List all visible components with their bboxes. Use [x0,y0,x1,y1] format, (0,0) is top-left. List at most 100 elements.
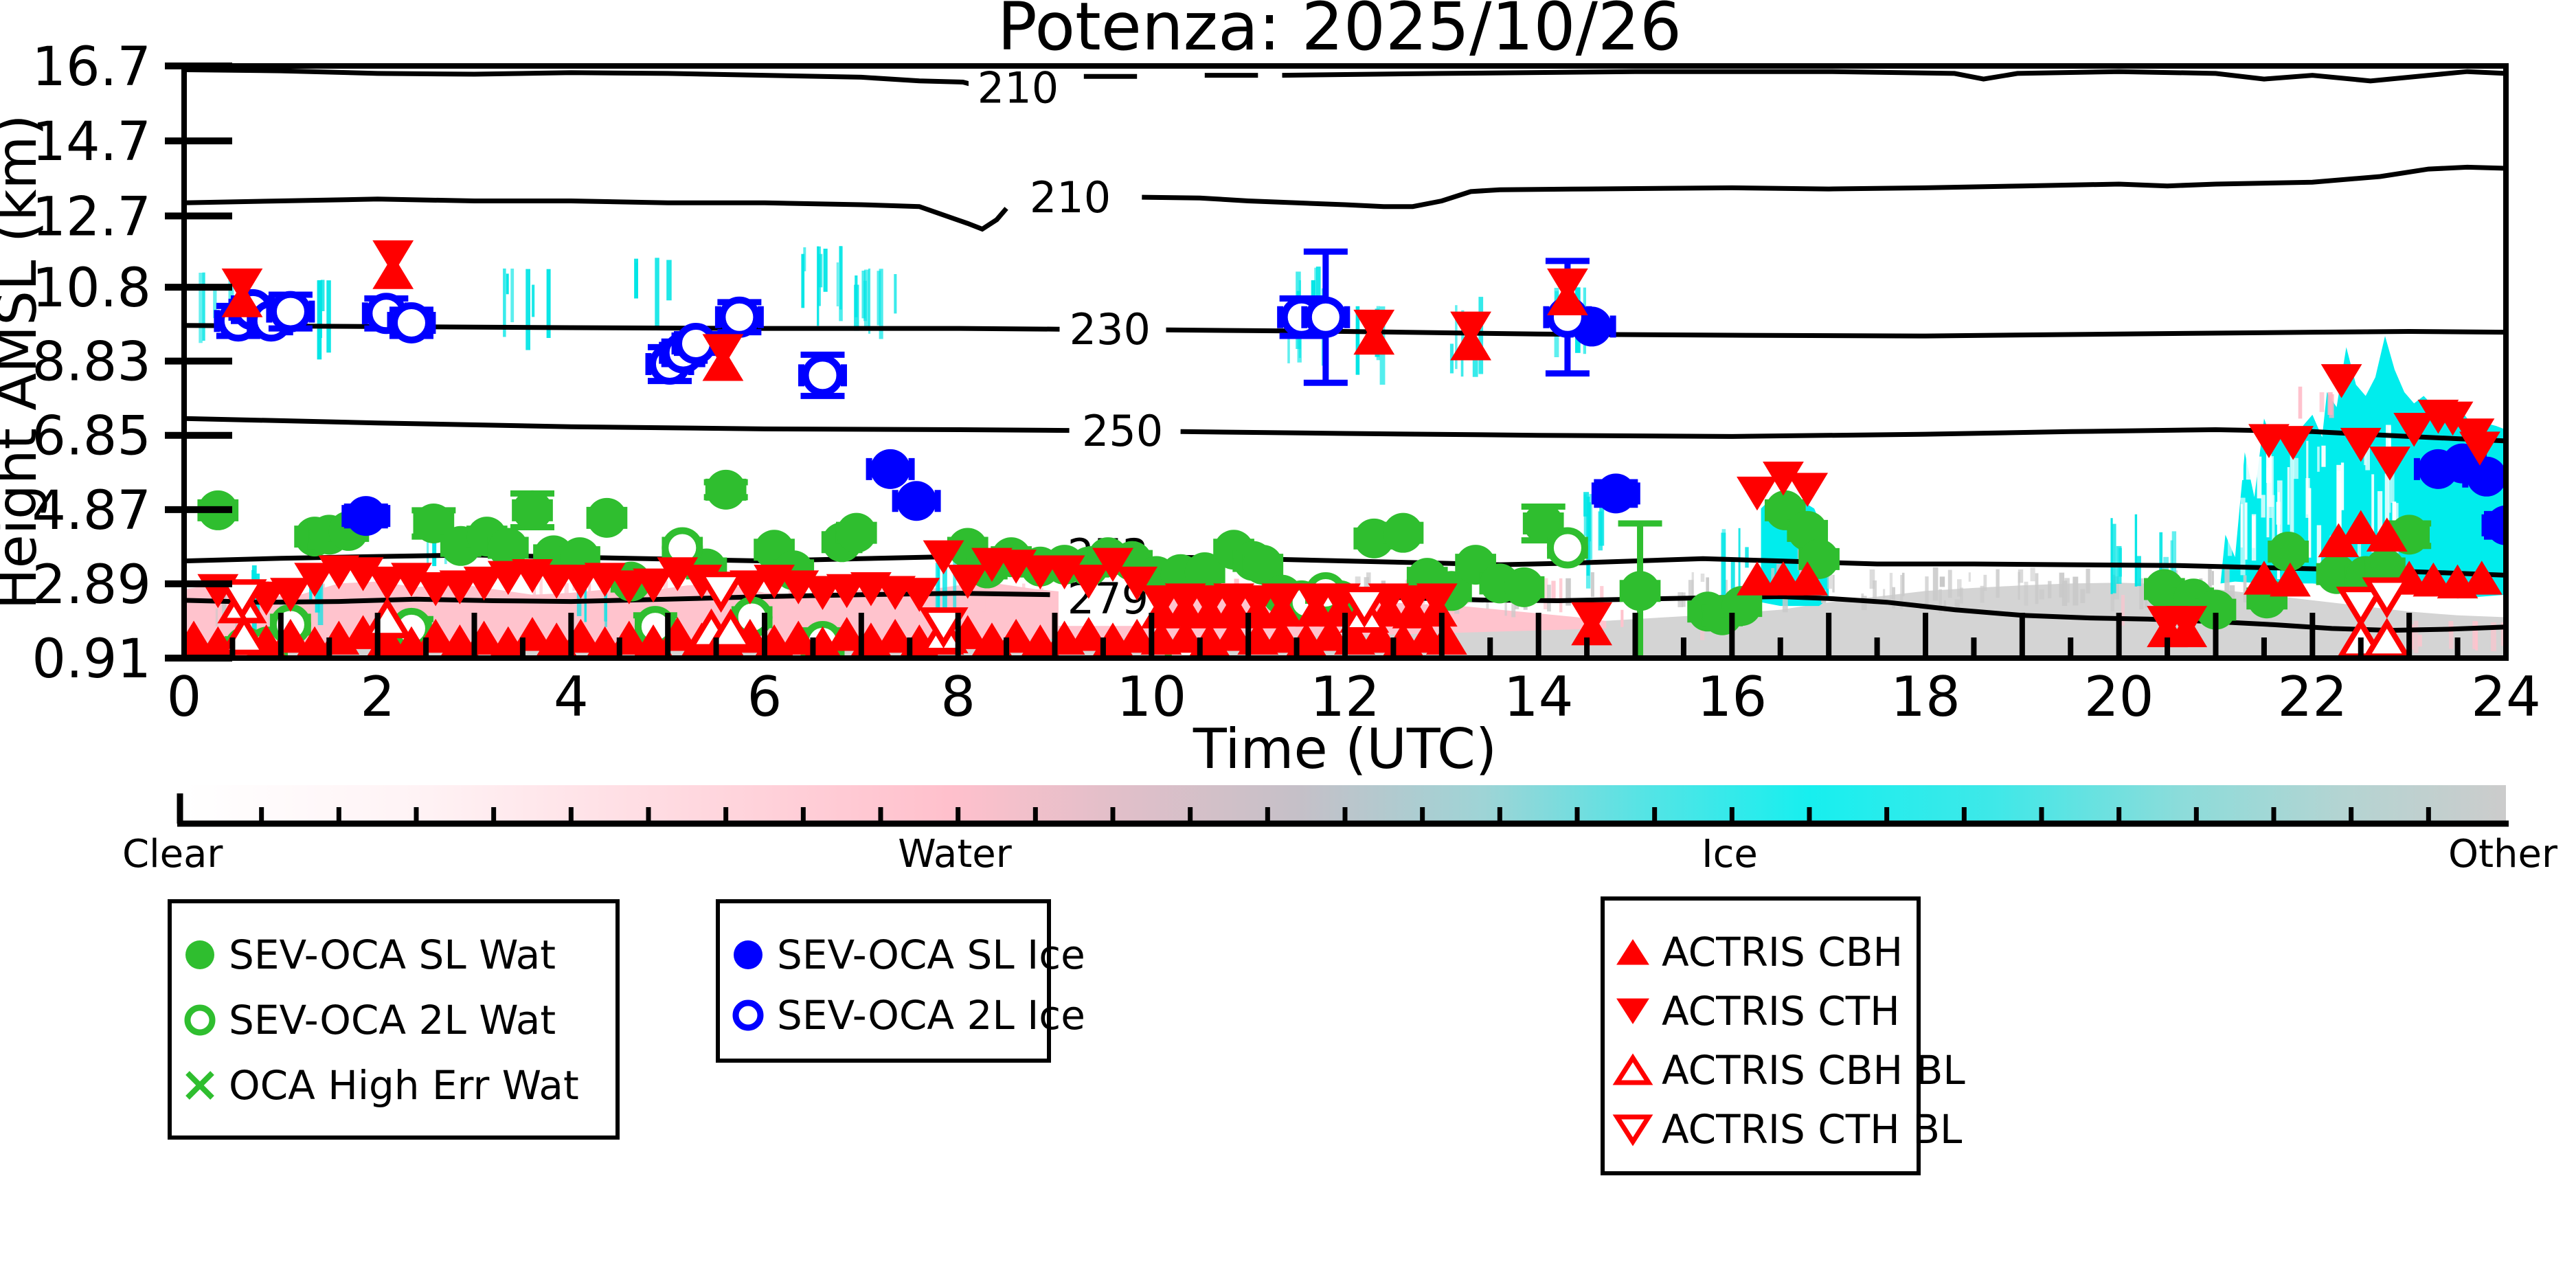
x-legend-icon [185,1071,214,1100]
speckle [2048,580,2052,599]
actris-cth-marker [294,563,336,597]
actris-cbh-marker [874,618,916,653]
contour-label-bg [1021,170,1120,225]
speckle [803,247,806,271]
speckle [222,594,227,619]
tri-up-legend-icon [1616,939,1649,965]
actris-cth-marker [1353,309,1395,344]
actris-cth-marker [2166,606,2208,640]
speckle [655,258,659,327]
speckle [2136,556,2141,587]
speckle [2321,445,2326,467]
sev-oca-sl-wat-marker [836,512,877,553]
actris-cth-bl-marker [2336,587,2386,628]
speckle [317,568,324,625]
speckle [2211,571,2214,585]
y-tick-label: 0.91 [32,629,151,690]
speckle [2241,421,2244,480]
speckle [2293,457,2298,479]
contour-label: 210 [1030,172,1111,223]
colorbar-label-water: Water [898,832,1013,877]
speckle [1511,594,1516,618]
speckle [2230,475,2233,507]
sev-oca-sl-wat-marker [705,469,746,510]
actris-cth-marker [633,568,674,603]
actris-cth-marker [1067,565,1109,599]
x-tick-label: 6 [747,665,782,729]
speckle [1585,514,1591,589]
actris-cth-marker [1116,566,1158,601]
actris-cth-marker [1392,585,1434,620]
speckle [2035,573,2039,605]
speckle [1620,609,1624,627]
speckle [1827,572,1833,589]
contour-line [184,323,1060,332]
actris-cth-marker [2320,364,2362,398]
speckle [1551,580,1556,602]
speckle [510,269,515,323]
speckle [1583,492,1590,517]
speckle [2224,568,2230,598]
sev-oca-sl-wat-marker [1383,512,1423,553]
speckle [1700,574,1705,582]
speckle [2244,502,2248,560]
speckle [2317,447,2320,472]
speckle [1900,575,1903,609]
speckle [2417,635,2422,647]
speckle [213,284,217,319]
speckle [1925,576,1929,605]
speckle [2305,478,2310,518]
speckle [2059,572,2065,598]
actris-cth-marker [608,570,650,605]
x-tick-label: 4 [554,665,589,729]
speckle [2449,624,2454,649]
speckle [2308,488,2312,558]
legend-item-label: SEV-OCA SL Wat [229,931,556,978]
speckle [539,578,543,610]
actris-cth-marker [1188,585,1230,620]
speckle [2261,495,2266,518]
speckle [1022,583,1026,598]
actris-cth-marker [923,540,964,575]
contour-label: 250 [1082,406,1163,456]
sev-oca-2l-ice-marker [802,354,844,396]
legend-box [168,899,620,1140]
actris-cth-marker [2432,401,2474,436]
speckle [1883,589,1886,599]
speckle [2257,456,2262,499]
actris-cth-marker [560,565,602,599]
actris-cbh-marker [1737,561,1778,596]
speckle [197,580,203,609]
x-tick-label: 24 [2471,665,2541,729]
speckle [2251,514,2257,561]
sev-oca-sl-ice-marker [2486,505,2506,545]
speckle [2266,438,2271,483]
legend-item-label: ACTRIS CBH BL [1662,1047,1965,1094]
speckle [1738,528,1741,606]
speckle [417,588,420,602]
sev-oca-2l-ice-marker [719,296,760,338]
legend-item-label: SEV-OCA 2L Wat [229,997,556,1043]
actris-cth-bl-marker [918,607,969,648]
speckle [2340,462,2345,510]
x-tick-label: 22 [2277,665,2347,729]
speckle [2113,576,2119,600]
actris-cbh-marker [2340,510,2382,544]
actris-cth-marker [2459,431,2500,466]
colorbar-label-other: Other [2448,832,2558,877]
actris-cth-bl-marker [1340,587,1390,628]
colorbar-label-ice: Ice [1702,832,1758,877]
contour-label-bg [968,66,1067,115]
speckle [341,586,346,595]
speckle [1355,306,1360,375]
speckle [836,262,839,306]
speckle [1730,561,1735,589]
speckle [1968,572,1971,582]
speckle [2246,452,2251,480]
speckle [1364,577,1370,596]
x-tick-label: 16 [1697,665,1767,729]
x-tick-label: 12 [1310,665,1380,729]
sev-oca-sl-wat-marker [2195,589,2236,630]
speckle [309,579,313,602]
sev-oca-sl-wat-marker [1504,567,1544,607]
